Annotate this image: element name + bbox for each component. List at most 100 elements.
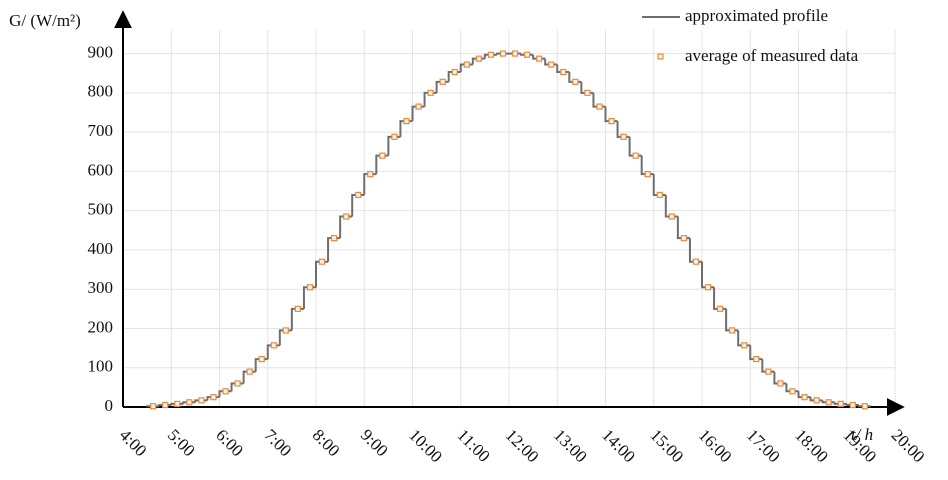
x-tick-label: 19:00 bbox=[839, 425, 880, 466]
y-tick-label: 0 bbox=[105, 396, 114, 415]
data-point bbox=[680, 235, 688, 242]
x-axis-label: t/ h bbox=[851, 425, 873, 444]
x-tick-label: 8:00 bbox=[309, 425, 344, 460]
data-point bbox=[234, 380, 241, 387]
data-point bbox=[729, 327, 736, 334]
data-point bbox=[391, 133, 398, 140]
data-point bbox=[367, 171, 374, 178]
step-segment bbox=[302, 286, 316, 309]
data-point bbox=[861, 403, 868, 410]
data-point bbox=[403, 118, 410, 125]
step-segment bbox=[725, 308, 739, 332]
data-point bbox=[560, 68, 567, 76]
x-tick-label: 5:00 bbox=[164, 425, 199, 460]
step-segment bbox=[351, 193, 365, 217]
data-point bbox=[801, 394, 808, 401]
x-tick-label: 10:00 bbox=[405, 425, 446, 466]
data-point bbox=[415, 103, 422, 110]
y-tick-label: 600 bbox=[88, 160, 114, 179]
step-segment bbox=[290, 307, 304, 331]
step-segment bbox=[713, 287, 727, 310]
data-point bbox=[282, 327, 289, 334]
y-tick-label: 200 bbox=[88, 317, 114, 336]
data-point bbox=[150, 403, 157, 410]
data-point bbox=[572, 78, 579, 85]
y-tick-label: 900 bbox=[88, 42, 114, 61]
data-point bbox=[536, 55, 543, 62]
data-point bbox=[427, 89, 434, 96]
step-segment bbox=[315, 260, 329, 288]
x-tick-label: 18:00 bbox=[791, 425, 832, 466]
data-point bbox=[246, 368, 253, 375]
x-tick-label: 9:00 bbox=[357, 425, 392, 460]
data-point bbox=[511, 50, 519, 57]
data-point bbox=[692, 258, 700, 265]
step-segment bbox=[339, 215, 353, 239]
y-tick-label: 500 bbox=[88, 200, 114, 219]
data-point bbox=[439, 78, 446, 85]
data-point bbox=[656, 191, 663, 199]
data-point bbox=[608, 118, 615, 125]
data-point bbox=[355, 191, 362, 199]
x-tick-label: 17:00 bbox=[743, 425, 784, 466]
data-point bbox=[837, 400, 844, 407]
step-segment bbox=[363, 173, 377, 195]
step-segment bbox=[664, 194, 678, 218]
data-point bbox=[825, 399, 832, 406]
y-tick-label: 700 bbox=[88, 121, 114, 140]
legend-marker bbox=[657, 53, 664, 60]
data-point bbox=[487, 51, 495, 58]
data-point bbox=[198, 397, 205, 404]
x-tick-label: 4:00 bbox=[116, 425, 151, 460]
data-point bbox=[777, 380, 784, 387]
x-tick-label: 11:00 bbox=[453, 425, 493, 465]
x-tick-label: 16:00 bbox=[695, 425, 736, 466]
data-point bbox=[463, 61, 470, 68]
data-point bbox=[548, 61, 555, 68]
data-point bbox=[294, 305, 302, 312]
step-segment bbox=[652, 174, 666, 196]
data-point bbox=[318, 258, 326, 265]
data-point bbox=[222, 388, 229, 395]
data-point bbox=[668, 213, 675, 220]
legend-label: approximated profile bbox=[685, 6, 828, 25]
data-point bbox=[451, 68, 458, 76]
data-point bbox=[210, 394, 217, 401]
data-point bbox=[632, 152, 639, 159]
y-tick-label: 100 bbox=[88, 357, 114, 376]
x-tick-label: 6:00 bbox=[212, 425, 247, 460]
data-point bbox=[620, 133, 627, 140]
data-point bbox=[704, 284, 712, 291]
data-point bbox=[174, 400, 181, 407]
data-point bbox=[343, 213, 350, 220]
x-tick-label: 20:00 bbox=[888, 425, 929, 466]
data-point bbox=[379, 152, 386, 159]
data-point bbox=[584, 89, 591, 96]
data-point bbox=[753, 355, 760, 363]
data-point bbox=[186, 399, 193, 406]
x-tick-label: 14:00 bbox=[598, 425, 639, 466]
x-tick-label: 7:00 bbox=[260, 425, 295, 460]
y-tick-label: 800 bbox=[88, 82, 114, 101]
data-point bbox=[644, 171, 651, 178]
step-segment bbox=[701, 261, 715, 289]
data-point bbox=[258, 355, 265, 363]
data-point bbox=[162, 401, 169, 409]
data-point bbox=[475, 55, 482, 62]
y-axis-label: G/ (W/m²) bbox=[9, 11, 81, 30]
data-point bbox=[765, 368, 772, 375]
data-point bbox=[523, 51, 531, 58]
data-point bbox=[330, 235, 338, 242]
y-tick-label: 300 bbox=[88, 278, 114, 297]
data-point bbox=[813, 397, 820, 404]
data-point bbox=[849, 401, 856, 409]
data-point bbox=[306, 284, 314, 291]
data-point bbox=[499, 50, 507, 57]
x-tick-label: 13:00 bbox=[550, 425, 591, 466]
y-tick-label: 400 bbox=[88, 239, 114, 258]
data-point bbox=[716, 305, 724, 312]
x-tick-label: 15:00 bbox=[646, 425, 687, 466]
legend-label: average of measured data bbox=[685, 46, 859, 65]
data-point bbox=[789, 388, 796, 395]
